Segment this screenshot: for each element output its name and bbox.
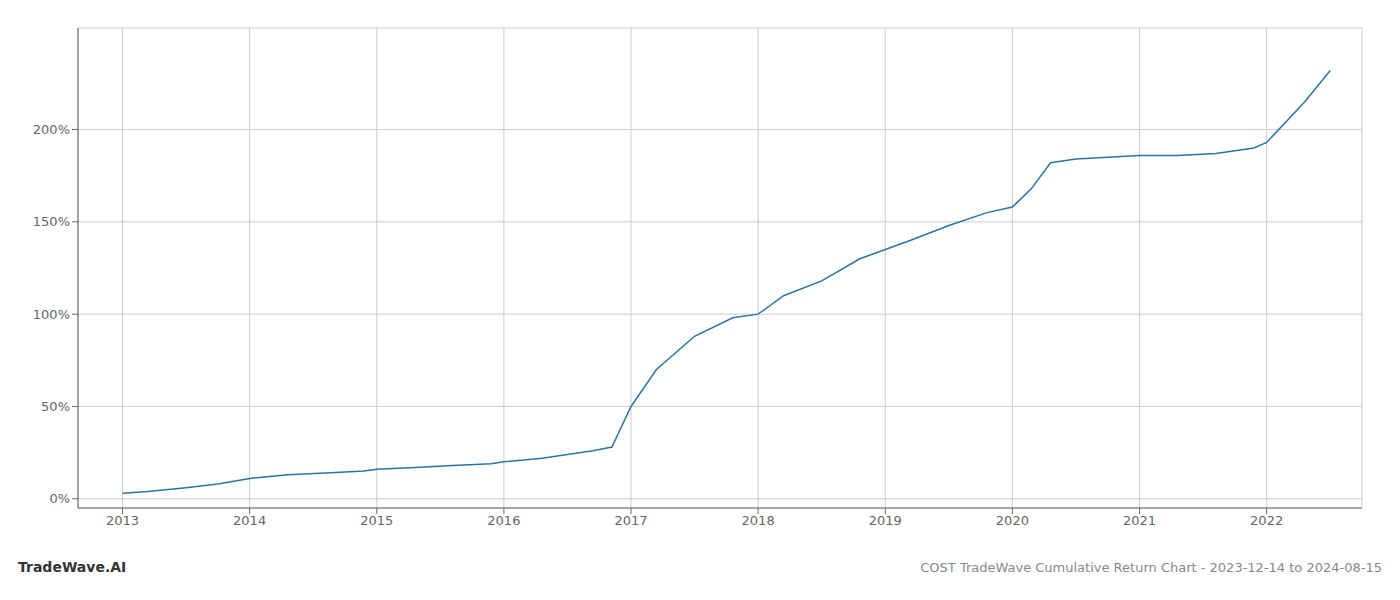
svg-text:100%: 100%: [33, 307, 70, 322]
svg-text:2014: 2014: [233, 513, 266, 528]
html-text:TradeWave.AI: TradeWave.AI: [18, 559, 127, 575]
svg-text:2013: 2013: [106, 513, 139, 528]
svg-text:2019: 2019: [869, 513, 902, 528]
svg-text:2015: 2015: [360, 513, 393, 528]
svg-text:200%: 200%: [33, 122, 70, 137]
svg-text:2021: 2021: [1123, 513, 1156, 528]
svg-text:150%: 150%: [33, 214, 70, 229]
svg-text:2020: 2020: [996, 513, 1029, 528]
svg-text:2017: 2017: [614, 513, 647, 528]
svg-text:2016: 2016: [487, 513, 520, 528]
svg-text:0%: 0%: [49, 491, 70, 506]
svg-text:50%: 50%: [41, 399, 70, 414]
svg-text:2018: 2018: [742, 513, 775, 528]
html-text:COST TradeWave Cumulative Retu: COST TradeWave Cumulative Return Chart -…: [920, 559, 1382, 575]
svg-text:2022: 2022: [1250, 513, 1283, 528]
